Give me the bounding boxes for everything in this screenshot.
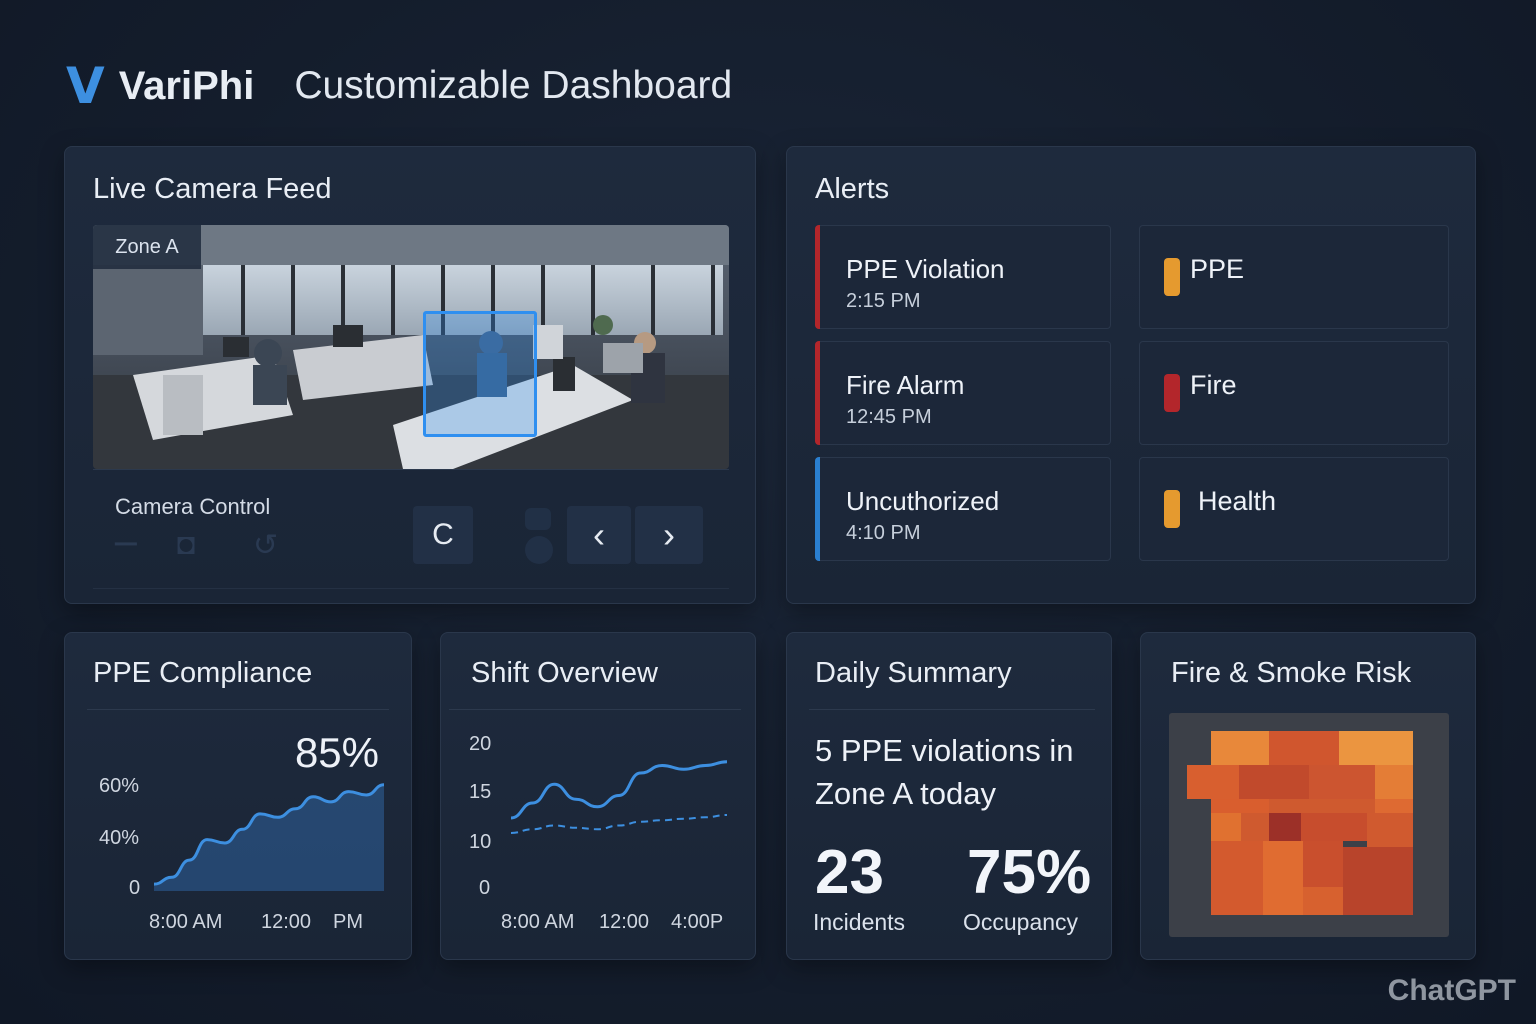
fire-risk-heatmap[interactable]: [1169, 713, 1449, 937]
camera-feed-view[interactable]: Zone A: [93, 225, 729, 469]
alert-title: Fire Alarm: [846, 370, 965, 400]
faded-joystick-icon: [525, 508, 553, 564]
x-tick-label: PM: [333, 911, 363, 933]
app-header: V VariPhi Customizable Dashboard: [66, 58, 732, 114]
faded-slider-icon: ━━: [115, 534, 137, 554]
occupancy-value: 75%: [967, 838, 1092, 907]
x-tick-label: 4:00P: [671, 911, 724, 933]
watermark: ChatGPT: [1387, 974, 1516, 1007]
office-scene-image: [93, 225, 729, 469]
faded-camera-icon: ◘: [177, 528, 196, 561]
category-label: Fire: [1190, 370, 1237, 400]
shift-primary-line: [510, 760, 728, 820]
camera-control-label: Camera Control: [115, 494, 271, 519]
category-label: Health: [1198, 486, 1277, 516]
alert-title: PPE Violation: [846, 254, 1005, 284]
alerts-card-title: Alerts: [815, 173, 890, 205]
occupancy-label: Occupancy: [963, 909, 1079, 935]
alert-severity-bar: [815, 225, 820, 329]
fire-card-title: Fire & Smoke Risk: [1171, 657, 1412, 689]
x-tick-label: 12:00: [599, 911, 650, 933]
card-divider: [449, 709, 741, 710]
detection-bounding-box: [423, 311, 537, 437]
category-swatch: [1164, 374, 1180, 412]
alert-severity-bar: [815, 341, 820, 445]
category-ppe[interactable]: PPE: [1139, 225, 1449, 329]
alert-unauthorized[interactable]: Uncuthorized 4:10 PM: [815, 457, 1111, 561]
shift-secondary-line: [510, 814, 728, 834]
alert-time: 2:15 PM: [846, 290, 921, 312]
ppe-card-title: PPE Compliance: [93, 657, 313, 689]
heatmap-cells: [1187, 731, 1413, 915]
refresh-button[interactable]: C: [413, 506, 473, 564]
fire-smoke-risk-card: Fire & Smoke Risk: [1140, 632, 1476, 960]
alert-time: 4:10 PM: [846, 522, 921, 544]
shift-card-title: Shift Overview: [471, 657, 658, 689]
category-swatch: [1164, 490, 1180, 528]
summary-text: 5 PPE violations in Zone A today: [815, 733, 1074, 811]
y-tick-label: 0: [129, 877, 141, 899]
ppe-series-line: [153, 783, 385, 886]
summary-card-title: Daily Summary: [815, 657, 1012, 689]
y-tick-label: 10: [469, 831, 492, 853]
pan-right-button[interactable]: ›: [635, 506, 703, 564]
camera-control-bar: Camera Control ━━ ◘ ↺ C ‹ ›: [93, 469, 729, 589]
category-swatch: [1164, 258, 1180, 296]
alert-time: 12:45 PM: [846, 406, 932, 428]
card-divider: [809, 709, 1095, 710]
pan-left-button[interactable]: ‹: [567, 506, 631, 564]
shift-overview-card: Shift Overview 20 15 10 0 8:00 AM 12:00 …: [440, 632, 756, 960]
category-health[interactable]: Health: [1139, 457, 1449, 561]
alert-severity-bar: [815, 457, 820, 561]
x-tick-label: 8:00 AM: [501, 911, 575, 933]
x-tick-label: 12:00: [261, 911, 312, 933]
x-tick-label: 8:00 AM: [149, 911, 223, 933]
ppe-compliance-value: 85%: [294, 729, 379, 776]
y-tick-label: 40%: [99, 827, 140, 849]
y-tick-label: 20: [469, 733, 492, 755]
incidents-count: 23: [815, 838, 884, 907]
alert-fire-alarm[interactable]: Fire Alarm 12:45 PM: [815, 341, 1111, 445]
category-fire[interactable]: Fire: [1139, 341, 1449, 445]
daily-summary-card: Daily Summary 5 PPE violations in Zone A…: [786, 632, 1112, 960]
camera-card-title: Live Camera Feed: [93, 173, 332, 205]
zone-label: Zone A: [93, 225, 201, 269]
shift-overview-chart: [510, 760, 728, 834]
y-tick-label: 60%: [99, 775, 140, 797]
y-tick-label: 15: [469, 781, 492, 803]
variphi-logo-icon: V: [66, 57, 105, 115]
y-tick-label: 0: [479, 877, 491, 899]
card-divider: [87, 709, 389, 710]
category-label: PPE: [1190, 254, 1245, 284]
ppe-area-fill: [154, 784, 384, 891]
page-title: Customizable Dashboard: [294, 64, 733, 107]
ppe-compliance-card: PPE Compliance 85% 60% 40% 0 8:00 AM 12:…: [64, 632, 412, 960]
live-camera-card: Live Camera Feed: [64, 146, 756, 604]
alerts-card: Alerts PPE Violation 2:15 PM Fire Alarm …: [786, 146, 1476, 604]
faded-rotate-icon: ↺: [253, 529, 279, 562]
ppe-compliance-chart: [153, 783, 385, 891]
alert-ppe-violation[interactable]: PPE Violation 2:15 PM: [815, 225, 1111, 329]
incidents-label: Incidents: [813, 909, 906, 935]
alert-title: Uncuthorized: [846, 486, 1000, 516]
brand-name: VariPhi: [118, 63, 255, 108]
